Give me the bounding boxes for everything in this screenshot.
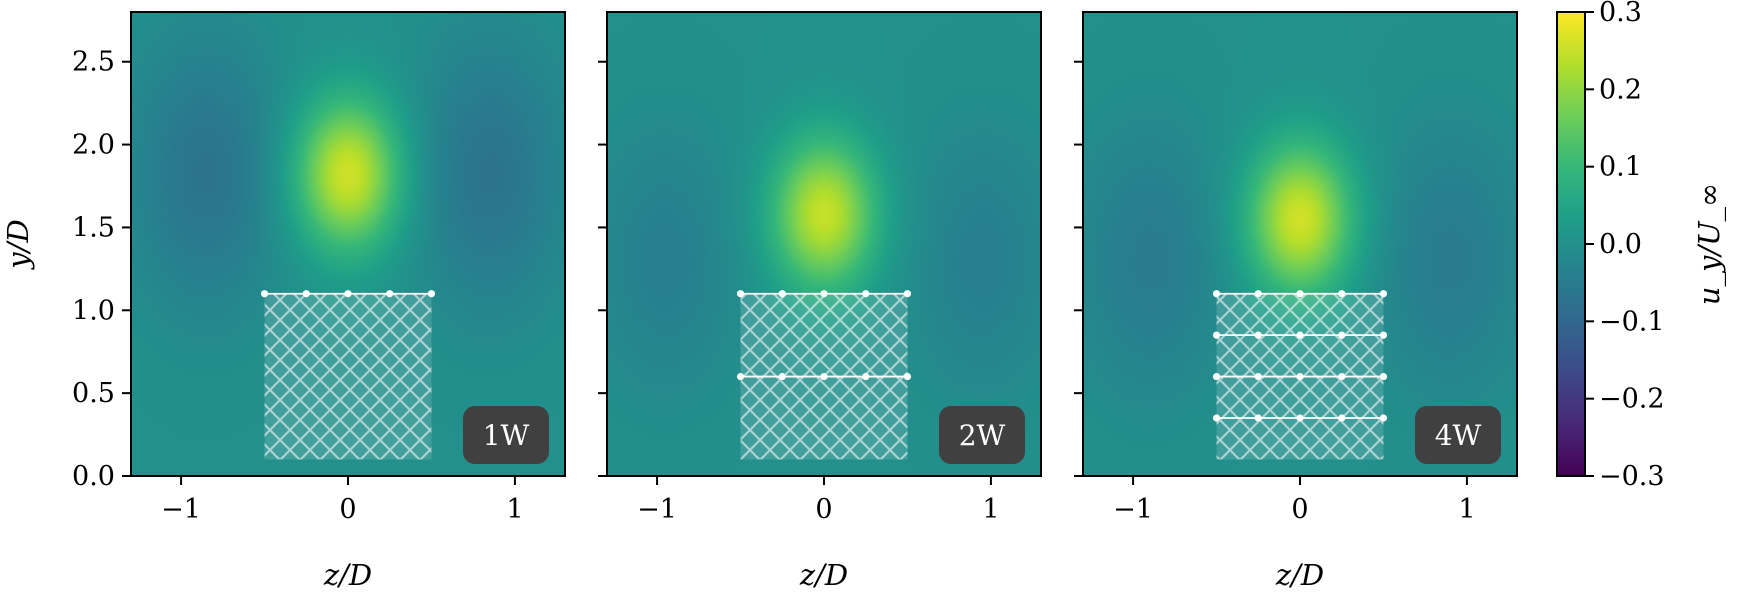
net-node — [1254, 372, 1262, 381]
colorbar-tick-label: −0.2 — [1599, 384, 1665, 415]
colorbar: 0.3 0.2 0.1 0.0 −0.1 −0.2 −0.3 u_y/U_∞ — [1556, 0, 1727, 492]
y-tick-label: 2.5 — [72, 47, 115, 78]
colorbar-tick-label: −0.1 — [1599, 306, 1665, 337]
x-axis-label: z/D — [799, 558, 848, 592]
net-node — [778, 290, 786, 298]
net-node — [820, 290, 828, 298]
net-node — [862, 372, 870, 381]
x-tick-label: −1 — [161, 494, 201, 525]
net-node — [1254, 414, 1262, 422]
x-tick-label: −1 — [637, 494, 677, 525]
net-node — [302, 290, 310, 298]
net-node — [736, 290, 745, 298]
x-tick-label: 0 — [1291, 494, 1308, 525]
net-node — [1379, 290, 1388, 298]
y-axis-label: y/D — [1, 219, 35, 270]
panel-badge: 4W — [1415, 406, 1501, 464]
net-node — [1254, 331, 1262, 339]
net-node — [1254, 290, 1262, 298]
y-tick-label: 1.5 — [72, 212, 115, 243]
net-overlay — [736, 290, 912, 460]
badge-background — [1415, 406, 1501, 464]
net-node — [1296, 414, 1304, 422]
panel-1W: −1 0 1 0.0 0.5 1.0 1.5 2.0 2.5 z/D y/D 1W — [1, 11, 566, 592]
net-node — [820, 372, 828, 381]
net-node — [1338, 290, 1346, 298]
net-overlay — [1212, 290, 1388, 460]
net-node — [1212, 372, 1221, 381]
net-node — [1212, 414, 1221, 422]
x-axis-label: z/D — [1275, 558, 1324, 592]
x-tick-label: 0 — [339, 494, 356, 525]
net-node — [903, 372, 912, 381]
colorbar-tick-label: 0.3 — [1599, 0, 1642, 28]
net-node — [344, 290, 352, 298]
y-tick-label: 0.5 — [72, 378, 115, 409]
net-node — [1379, 331, 1388, 339]
colorbar-tick-label: −0.3 — [1599, 461, 1665, 492]
panel-badge: 2W — [939, 406, 1025, 464]
net-node — [1296, 331, 1304, 339]
colorbar-ticks: 0.3 0.2 0.1 0.0 −0.1 −0.2 −0.3 — [1585, 0, 1665, 492]
colorbar-tick-label: 0.2 — [1599, 74, 1642, 105]
x-tick-label: 1 — [982, 494, 999, 525]
net-node — [1338, 331, 1346, 339]
net-node — [1296, 290, 1304, 298]
net-node — [1296, 372, 1304, 381]
net-node — [1212, 331, 1221, 339]
net-node — [1212, 290, 1221, 298]
net-node — [260, 290, 269, 298]
net-mesh — [264, 293, 432, 460]
y-tick-label: 0.0 — [72, 461, 115, 492]
net-node — [1338, 414, 1346, 422]
colorbar-tick-label: 0.0 — [1599, 229, 1642, 260]
x-tick-label: 0 — [815, 494, 832, 525]
net-node — [1338, 372, 1346, 381]
net-node — [903, 290, 912, 298]
net-node — [386, 290, 394, 298]
y-tick-label: 1.0 — [72, 295, 115, 326]
x-axis-label: z/D — [323, 558, 372, 592]
badge-label: 2W — [959, 419, 1006, 452]
net-node — [862, 290, 870, 298]
y-tick-label: 2.0 — [72, 130, 115, 161]
badge-label: 4W — [1435, 419, 1482, 452]
badge-label: 1W — [483, 419, 530, 452]
badge-background — [939, 406, 1025, 464]
x-tick-label: −1 — [1113, 494, 1153, 525]
x-tick-label: 1 — [1458, 494, 1475, 525]
net-node — [736, 372, 745, 381]
net-node — [427, 290, 436, 298]
panel-4W: −1 0 1 z/D 4W — [1074, 11, 1518, 592]
net-node — [778, 372, 786, 381]
colorbar-label: u_y/U_∞ — [1692, 183, 1727, 305]
heatmap-panels: −1 0 10.00.51.01.52.02.5z/Dy/D1W−1 0 1z/D2W−… — [1, 11, 1518, 592]
colorbar-gradient — [1556, 11, 1586, 477]
panel-badge: 1W — [463, 406, 549, 464]
colorbar-tick-label: 0.1 — [1599, 152, 1642, 183]
net-overlay — [260, 290, 436, 460]
x-tick-label: 1 — [506, 494, 523, 525]
badge-background — [463, 406, 549, 464]
panel-2W: −1 0 1 z/D 2W — [598, 11, 1042, 592]
net-node — [1379, 414, 1388, 422]
net-node — [1379, 372, 1388, 381]
